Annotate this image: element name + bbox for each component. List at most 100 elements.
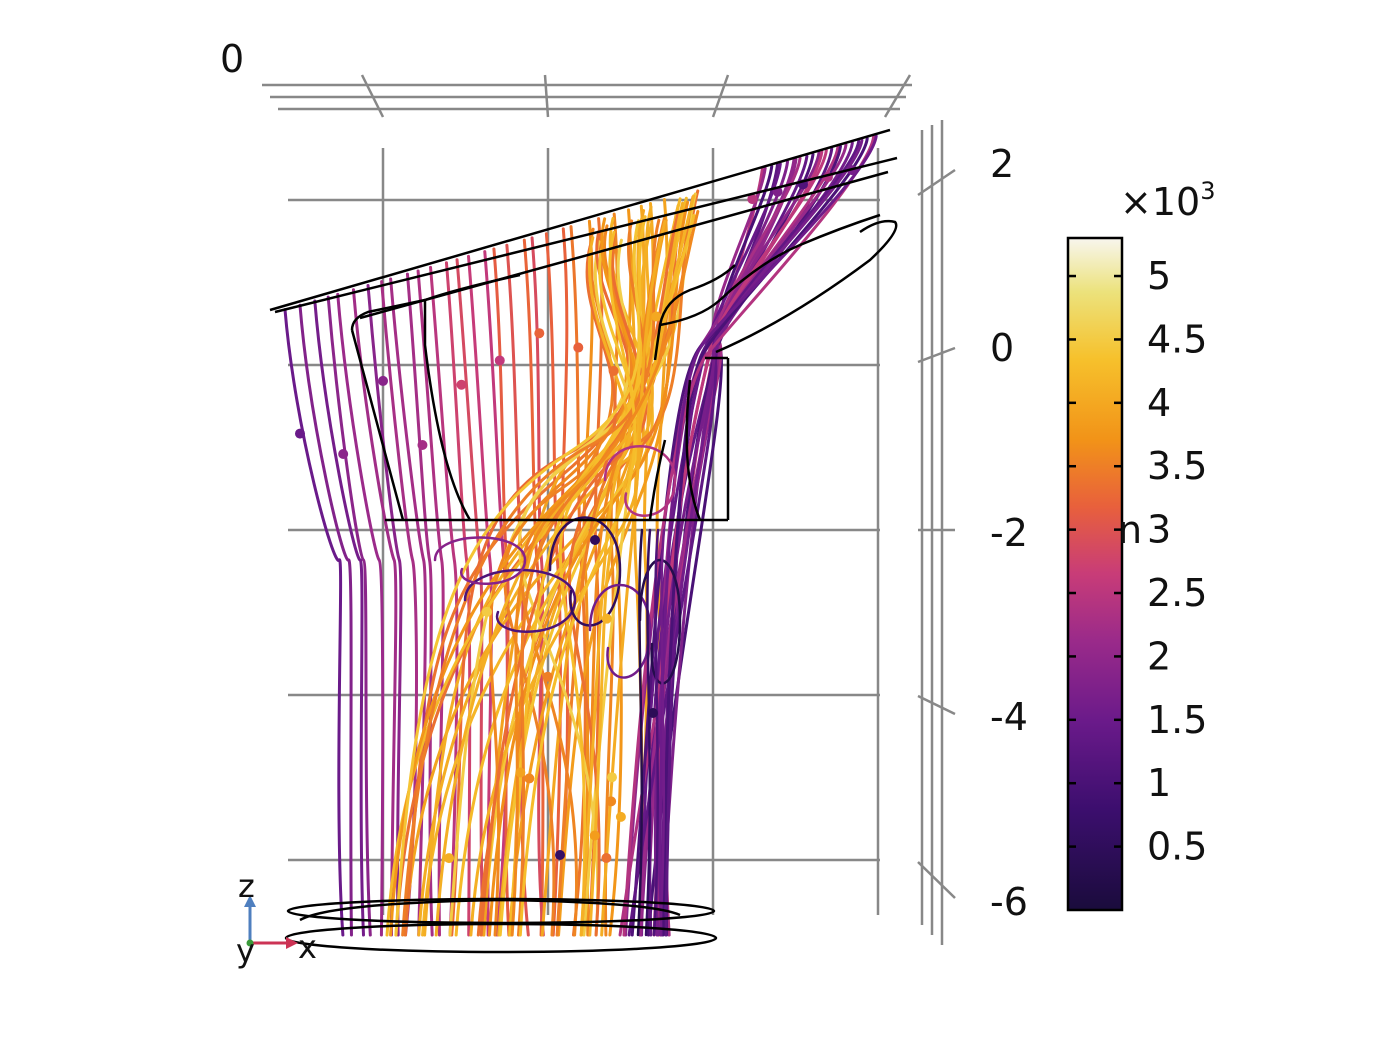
z-tick-label: -6 [990,880,1028,924]
streamline [544,232,562,937]
colorbar-tick-label: 1 [1147,761,1171,805]
streamline [530,236,545,937]
streamline [434,201,685,937]
particle [515,767,526,778]
streamline [660,160,790,937]
z-axis-box [917,120,956,945]
particle [494,355,505,366]
particle [444,853,455,864]
colorbar: 5 4.5 4 3.5 3 2.5 2 1.5 1 0.5 ×103 n [1066,177,1215,912]
colorbar-gradient [1066,236,1124,912]
particle [555,850,565,860]
streamline [389,277,427,937]
particle [590,535,600,545]
particle [648,708,658,718]
top-axis-tick-label: 0 [220,37,244,81]
streamline [600,219,667,937]
streamline [313,299,365,937]
streamline [548,516,622,627]
streamline [444,261,472,937]
streamline [652,528,660,937]
streamline [636,528,644,937]
streamline [603,445,677,517]
streamline [326,295,372,937]
axis-triad: z y x [236,867,317,970]
z-tick-label: -2 [990,511,1028,555]
particle [295,428,306,439]
colorbar-tick-label: 5 [1147,254,1171,298]
streamline [658,528,666,937]
particle [456,379,467,390]
streamline [516,218,661,937]
particle [606,772,617,783]
streamline [579,236,632,937]
streamline [488,224,633,937]
streamline [394,219,641,937]
particle [524,773,535,784]
particle [542,671,553,682]
particle [534,328,545,339]
colorbar-tick-label: 2.5 [1147,571,1207,615]
streamline [518,230,637,937]
particle [747,194,758,205]
particle [573,342,584,353]
particle [606,796,617,807]
streamline [405,272,434,937]
triad-x-label: x [298,928,317,966]
particle [601,613,612,624]
particle [378,375,389,386]
streamline [588,583,652,679]
particle [338,448,349,459]
streamline [467,254,493,937]
streamline [640,162,782,937]
streamline [351,288,398,937]
streamline [429,265,459,937]
streamline [336,292,385,937]
colorbar-tick-label: 0.5 [1147,825,1207,869]
triad-z-label: z [238,867,255,905]
particle [651,311,662,322]
z-tick-label: 2 [990,142,1014,186]
streamline [433,536,527,585]
colorbar-tick-label: 1.5 [1147,698,1207,742]
triad-x-arrowhead [286,937,298,949]
z-axis-ticks: 2 0 -2 -4 -6 [990,142,1028,924]
colorbar-tick-labels: 5 4.5 4 3.5 3 2.5 2 1.5 1 0.5 [1147,254,1207,869]
particle [589,830,600,841]
streamline [644,528,652,937]
streamline [603,212,619,937]
particle [417,440,428,451]
triad-y-label: y [236,932,255,970]
colorbar-side-label-fragment: n [1118,508,1142,552]
streamline [622,135,876,937]
geometry-outline [269,128,898,954]
streamline [283,308,345,937]
streamline [510,209,700,937]
particle [615,811,626,822]
streamline [507,218,668,937]
colorbar-tick-label: 4 [1147,381,1171,425]
colorbar-tick-label: 2 [1147,634,1171,678]
colorbar-ticks [1068,274,1122,848]
triad-z-arrowhead [244,895,256,907]
particle [601,853,612,864]
streamline [463,568,577,633]
streamline [588,194,696,937]
streamlines [283,134,878,937]
z-tick-label: 0 [990,326,1014,370]
z-tick-label: -4 [990,695,1028,739]
particle [608,365,619,376]
colorbar-tick-label: 4.5 [1147,317,1207,361]
particle [481,606,492,617]
colorbar-tick-label: 3.5 [1147,444,1207,488]
streamline [298,303,353,937]
colorbar-multiplier: ×103 [1120,177,1215,224]
particles [295,165,857,864]
streamline [366,284,403,937]
colorbar-tick-label: 3 [1147,508,1171,552]
top-axis-box [262,74,912,118]
streamline [454,197,682,937]
streamline [416,269,445,937]
triad-origin [246,939,254,947]
